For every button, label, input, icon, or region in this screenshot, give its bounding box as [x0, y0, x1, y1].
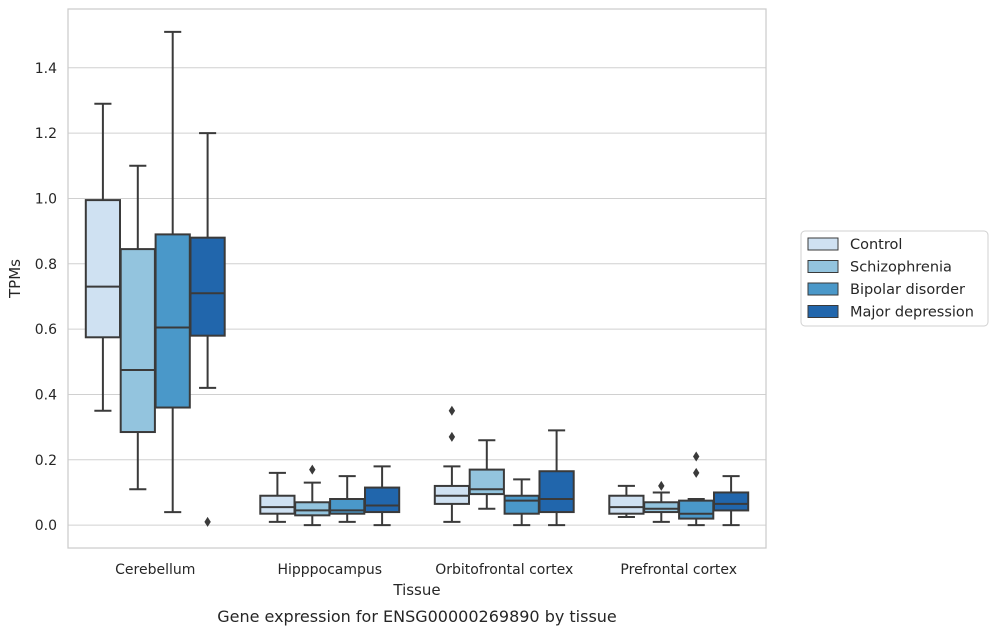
box-body	[189, 236, 226, 337]
x-tick-label: Orbitofrontal cortex	[435, 562, 573, 578]
legend-label: Major depression	[850, 305, 974, 321]
box-0-1	[119, 164, 156, 491]
box-body	[503, 494, 540, 515]
box-2-0	[433, 405, 471, 523]
legend-label: Schizophrenia	[850, 260, 952, 276]
box-3-2	[678, 451, 715, 527]
y-tick-label: 0.0	[35, 518, 57, 534]
box-1-1	[294, 464, 331, 527]
legend-swatch	[807, 305, 839, 318]
box-body	[259, 494, 296, 515]
y-axis-label: TPMs	[6, 259, 24, 299]
x-tick-label: Prefrontal cortex	[620, 562, 737, 578]
plot-boxes	[84, 30, 750, 527]
box-2-3	[538, 429, 575, 527]
axis-ticks: 0.0 0.2 0.4 0.6 0.8 1.0 1.2 1.4 Cerebellum Hipppo…	[35, 61, 737, 578]
y-tick-label: 0.2	[35, 453, 57, 469]
box-3-3	[712, 475, 750, 527]
outlier-point	[448, 405, 456, 416]
legend: Control Schizophrenia Bipolar disorder Majo…	[800, 230, 989, 327]
box-2-2	[503, 478, 540, 527]
figure-caption: Gene expression for ENSG00000269890 by t…	[217, 607, 617, 626]
plot-frame	[67, 8, 767, 549]
box-0-3	[189, 132, 226, 527]
y-tick-label: 1.4	[35, 61, 57, 77]
y-tick-label: 1.0	[35, 191, 57, 207]
box-body	[468, 468, 505, 496]
outlier-point	[204, 516, 211, 527]
x-tick-label: Hipppocampus	[277, 562, 382, 578]
box-body	[363, 486, 401, 514]
box-body	[119, 248, 156, 434]
box-body	[608, 494, 645, 515]
box-1-0	[259, 471, 296, 523]
box-0-0	[84, 102, 122, 412]
box-body	[84, 199, 122, 339]
box-2-1	[468, 439, 505, 510]
box-3-0	[608, 484, 645, 518]
x-tick-label: Cerebellum	[115, 562, 195, 578]
outlier-point	[693, 451, 700, 462]
box-1-3	[363, 465, 401, 527]
y-tick-label: 0.8	[35, 257, 57, 273]
y-tick-label: 1.2	[35, 126, 57, 142]
legend-label: Bipolar disorder	[850, 282, 965, 298]
legend-label: Control	[850, 237, 902, 253]
box-body	[643, 501, 680, 514]
box-0-2	[154, 30, 191, 514]
box-body	[329, 498, 366, 515]
box-body	[294, 501, 331, 517]
legend-swatch	[807, 237, 839, 251]
box-body	[154, 233, 191, 409]
y-tick-label: 0.6	[35, 322, 57, 338]
outlier-point	[658, 480, 665, 491]
box-3-1	[643, 480, 680, 523]
box-body	[538, 470, 575, 514]
legend-swatch	[807, 260, 839, 273]
outlier-point	[693, 467, 700, 478]
y-tick-label: 0.4	[35, 387, 57, 403]
x-axis-label: Tissue	[392, 581, 440, 599]
legend-swatch	[807, 282, 839, 296]
outlier-point	[309, 464, 316, 475]
box-body	[712, 491, 750, 512]
outlier-point	[448, 431, 456, 442]
box-body	[678, 499, 715, 520]
legend-frame	[800, 230, 989, 327]
box-1-2	[329, 475, 366, 523]
